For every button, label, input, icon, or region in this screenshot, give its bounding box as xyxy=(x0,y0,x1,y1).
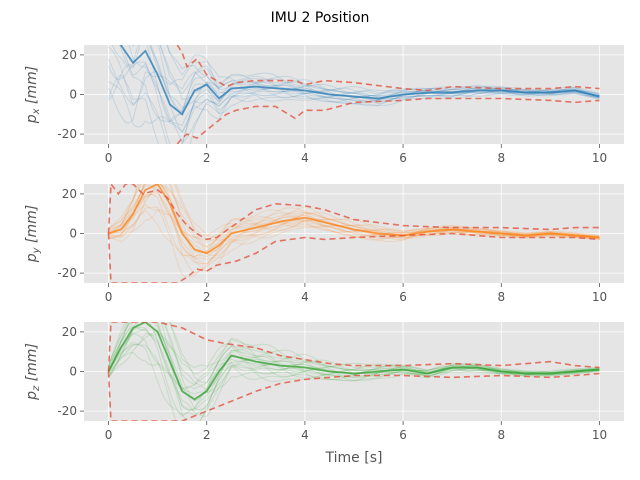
trajectory-line xyxy=(108,351,600,412)
x-tick-label: 8 xyxy=(497,151,505,165)
x-tick-label: 10 xyxy=(592,290,607,304)
trajectory-line xyxy=(108,206,600,278)
y-axis-label-z: pz [mm] xyxy=(24,343,42,401)
upper-bound-x xyxy=(176,45,600,92)
figure-title: IMU 2 Position xyxy=(271,10,370,26)
trajectory-line xyxy=(108,46,600,113)
x-tick-label: 4 xyxy=(301,428,309,442)
y-tick-label: -20 xyxy=(57,404,77,418)
trajectory-line xyxy=(108,184,600,238)
panel-x: 0 2 4 6 8 10 -20 0 20 px [mm] xyxy=(24,45,624,165)
trajectory-line xyxy=(108,71,600,127)
trajectory-line xyxy=(108,58,600,144)
lower-bound-z xyxy=(107,371,600,421)
y-tick-label: -20 xyxy=(57,127,77,141)
trajectory-line xyxy=(108,322,600,384)
y-tick-label: 20 xyxy=(62,187,77,201)
trajectory-line xyxy=(108,322,600,402)
y-axis-label-y: py [mm] xyxy=(24,205,42,263)
lower-bound-y xyxy=(107,232,600,283)
trajectory-line xyxy=(166,45,600,96)
x-tick-label: 8 xyxy=(497,290,505,304)
panel-y: 0 2 4 6 8 10 -20 0 20 py [mm] xyxy=(24,184,624,304)
x-tick-label: 4 xyxy=(301,151,309,165)
x-tick-label: 6 xyxy=(399,290,407,304)
trajectory-line xyxy=(108,184,600,256)
panel-z: 0 2 4 6 8 10 -20 0 20 pz [mm] xyxy=(24,322,624,442)
trajectory-line xyxy=(108,322,600,375)
x-tick-label: 4 xyxy=(301,290,309,304)
x-tick-label: 2 xyxy=(203,151,211,165)
x-tick-label: 0 xyxy=(105,290,113,304)
x-tick-label: 2 xyxy=(203,290,211,304)
upper-bound-z xyxy=(107,322,600,372)
x-tick-label: 10 xyxy=(592,428,607,442)
x-tick-label: 8 xyxy=(497,428,505,442)
upper-bound-y xyxy=(107,184,600,241)
y-tick-label: 20 xyxy=(62,48,77,62)
x-tick-label: 6 xyxy=(399,151,407,165)
x-tick-label: 2 xyxy=(203,428,211,442)
y-tick-label: 0 xyxy=(69,88,77,102)
trajectory-line xyxy=(108,74,600,144)
y-tick-label: 0 xyxy=(69,365,77,379)
x-tick-label: 6 xyxy=(399,428,407,442)
trajectory-line xyxy=(108,192,600,274)
trajectory-line xyxy=(108,184,600,239)
trajectory-line xyxy=(166,45,600,95)
y-tick-label: 0 xyxy=(69,227,77,241)
trajectory-line xyxy=(108,184,600,241)
x-tick-label: 10 xyxy=(592,151,607,165)
mean-trajectory-z xyxy=(107,322,600,401)
trajectory-line xyxy=(108,341,600,421)
x-axis-label: Time [s] xyxy=(325,450,383,466)
y-tick-label: 20 xyxy=(62,325,77,339)
y-axis-label-x: px [mm] xyxy=(24,66,42,124)
x-tick-label: 0 xyxy=(105,428,113,442)
trajectory-line xyxy=(108,322,600,390)
x-tick-label: 0 xyxy=(105,151,113,165)
y-tick-label: -20 xyxy=(57,266,77,280)
mean-trajectory-x xyxy=(119,45,600,116)
mean-trajectory-y xyxy=(108,184,600,255)
trajectory-line xyxy=(108,322,600,374)
trajectory-line xyxy=(108,61,600,143)
lower-bound-x xyxy=(176,97,600,144)
trajectory-line xyxy=(108,190,600,272)
trajectory-line xyxy=(108,80,600,133)
